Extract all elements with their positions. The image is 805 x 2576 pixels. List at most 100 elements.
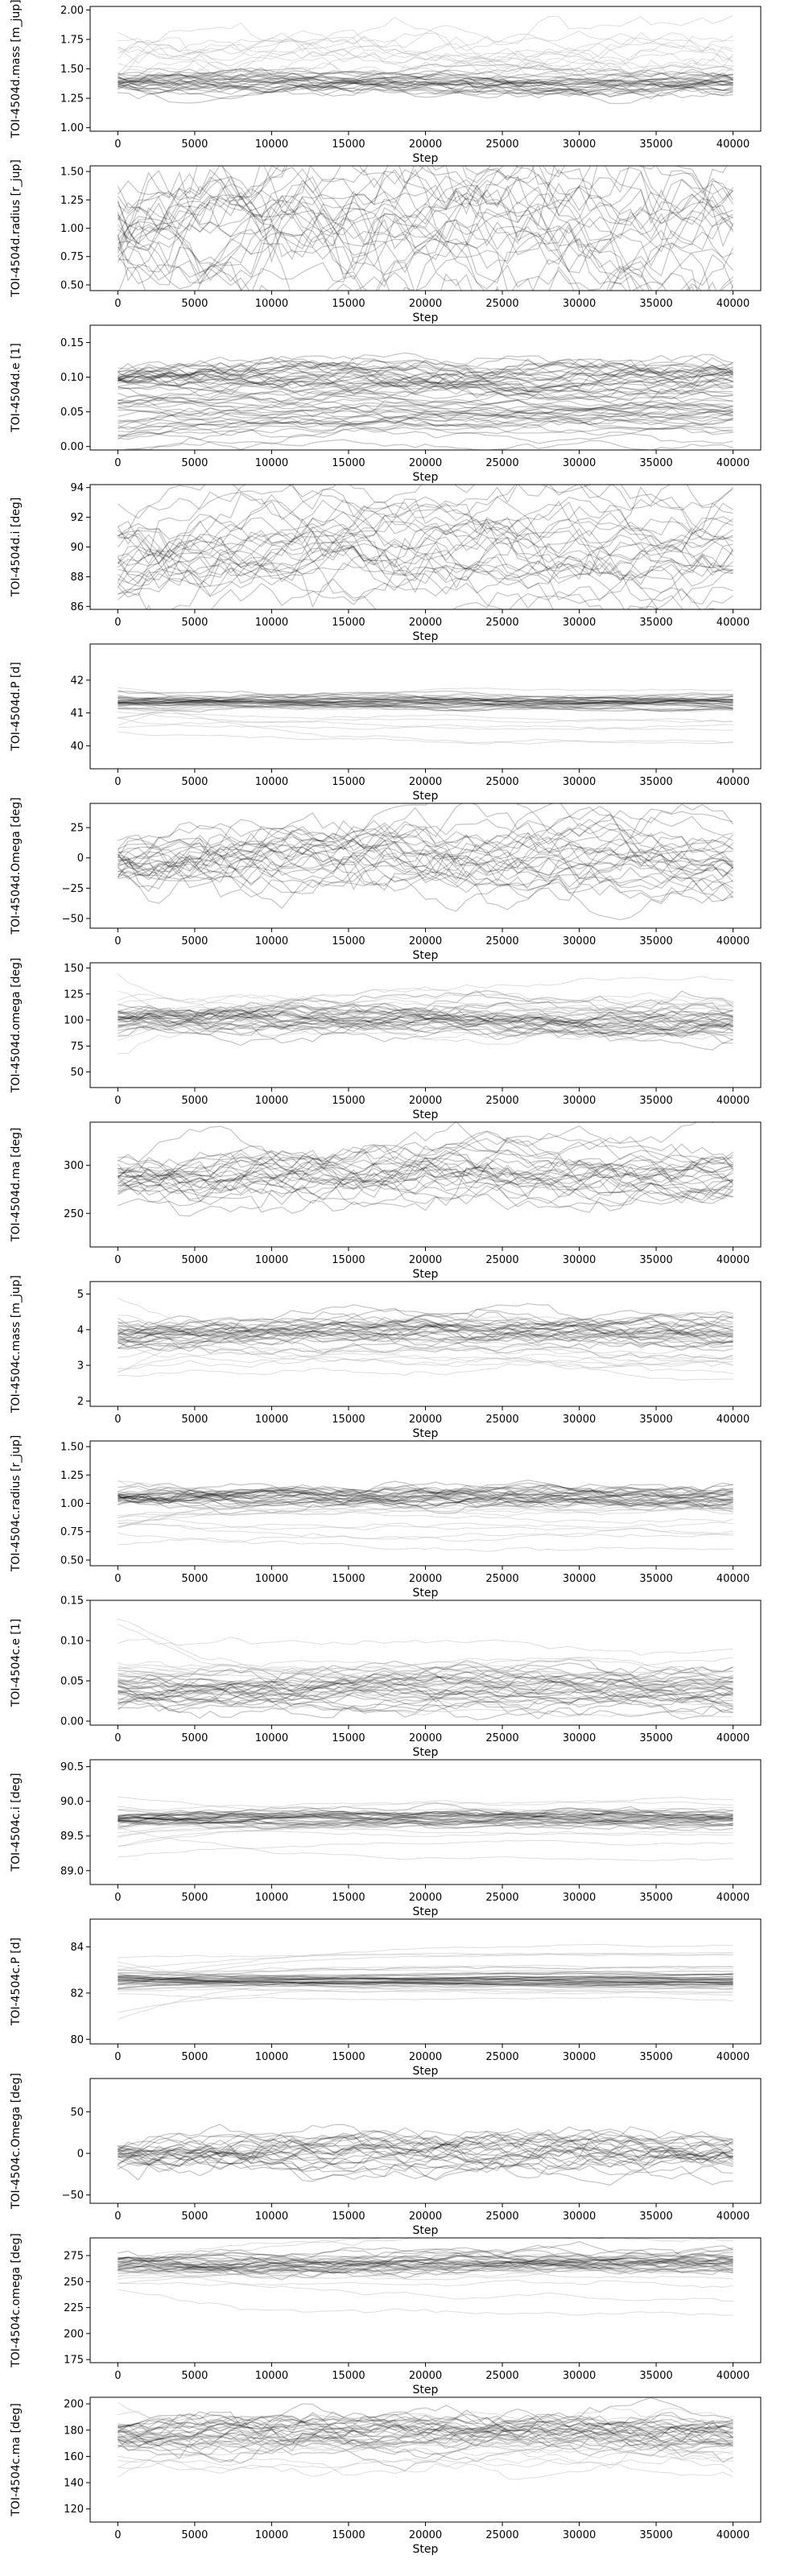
walker-trace: [118, 1684, 733, 1711]
walker-trace: [117, 820, 734, 890]
walker-trace: [118, 1483, 733, 1509]
walker-trace: [118, 1812, 733, 1823]
y-tick-label: 0.50: [60, 279, 84, 291]
walker-trace: [118, 1839, 733, 1858]
walker-trace: [118, 2265, 733, 2277]
walker-trace: [118, 1149, 733, 1201]
walker-trace: [118, 392, 733, 426]
walker-trace: [118, 2254, 733, 2275]
walker-trace: [118, 1968, 733, 1975]
trace-panel: 0.50 0.75 1.00 1.25 1.50 0 5000 10000 15000 20000…: [10, 1435, 762, 1600]
walker-trace: [118, 701, 733, 712]
walker-trace: [118, 1484, 733, 1507]
walker-trace: [118, 2264, 733, 2302]
walker-trace: [118, 1342, 733, 1370]
walker-trace: [118, 1003, 733, 1042]
x-tick-label: 30000: [563, 138, 596, 151]
y-tick-label: 0.05: [60, 1676, 84, 1688]
walker-trace: [118, 69, 733, 95]
y-axis-label: TOI-4504d.radius [r_jup]: [10, 159, 23, 298]
walker-trace: [118, 1005, 733, 1041]
walker-trace: [118, 1488, 733, 1507]
walker-trace: [118, 1330, 733, 1340]
y-axis-label: TOI-4504c.Omega [deg]: [10, 2073, 23, 2210]
x-tick-label: 15000: [332, 935, 365, 947]
y-tick-label: 41: [70, 708, 84, 720]
walker-trace: [118, 1977, 733, 1988]
y-tick-label: 90: [70, 542, 84, 554]
walker-trace: [118, 1331, 733, 1375]
x-tick-label: 25000: [485, 2529, 518, 2541]
walker-trace: [118, 844, 734, 921]
walker-trace: [118, 2151, 733, 2186]
trace-panel: 86 88 90 92 94 0 5000 10000 15000 20000 25000 30000…: [10, 482, 762, 643]
walker-trace: [118, 208, 691, 291]
walker-trace: [118, 803, 733, 889]
trace-panel: 0.00 0.05 0.10 0.15 0 5000 10000 15000 20000 2500…: [10, 1596, 762, 1759]
x-tick-label: 0: [114, 457, 121, 469]
x-tick-label: 5000: [181, 1414, 208, 1426]
y-tick-label: 250: [64, 1208, 84, 1220]
x-tick-label: 5000: [181, 617, 208, 629]
walker-trace: [118, 390, 733, 411]
walker-trace: [118, 2138, 733, 2182]
walker-trace: [118, 39, 733, 78]
walker-trace: [118, 1966, 733, 1986]
walker-trace: [118, 1988, 733, 1993]
walker-trace: [117, 2132, 733, 2168]
walker-trace: [118, 2265, 733, 2284]
y-tick-label: 0: [77, 852, 84, 865]
walker-trace: [118, 2432, 733, 2450]
walker-trace: [118, 2413, 733, 2446]
walker-trace: [118, 2133, 733, 2170]
walker-trace: [118, 696, 733, 744]
walker-trace: [118, 2417, 733, 2447]
walker-trace: [117, 166, 728, 290]
x-tick-label: 0: [114, 2051, 121, 2063]
y-tick-label: 4: [77, 1324, 84, 1336]
walker-trace: [118, 416, 733, 439]
walker-trace: [117, 234, 717, 291]
walker-trace: [118, 2129, 733, 2165]
walker-trace: [118, 1522, 733, 1535]
x-tick-label: 25000: [485, 298, 518, 310]
x-tick-label: 40000: [716, 1414, 749, 1426]
walker-trace: [118, 701, 733, 707]
walker-trace: [118, 399, 733, 414]
x-tick-label: 15000: [332, 1095, 365, 1107]
x-tick-label: 10000: [255, 457, 288, 469]
walker-trace: [118, 1159, 734, 1207]
walker-trace: [118, 697, 733, 707]
walker-trace: [118, 365, 733, 393]
walker-trace: [118, 2413, 733, 2442]
walker-trace: [118, 355, 733, 391]
walker-trace: [118, 1019, 733, 1039]
walker-trace: [118, 1686, 733, 1714]
walker-trace: [118, 818, 733, 884]
walker-trace: [118, 697, 733, 710]
x-tick-label: 35000: [639, 1095, 672, 1107]
x-tick-label: 0: [114, 617, 121, 629]
walker-trace: [118, 1313, 733, 1350]
walker-trace: [118, 1690, 733, 1719]
walker-trace: [118, 72, 733, 89]
walker-trace: [118, 1323, 733, 1346]
walker-trace: [117, 485, 734, 545]
y-tick-label: 86: [70, 601, 84, 613]
walker-trace: [118, 52, 733, 91]
y-tick-label: 1.25: [60, 1470, 84, 1482]
walker-trace: [118, 1518, 733, 1531]
walker-trace: [118, 72, 733, 93]
walker-trace: [118, 1811, 733, 1819]
walker-trace: [118, 1796, 733, 1818]
y-tick-label: 82: [70, 1988, 84, 2000]
walker-trace: [117, 1158, 733, 1186]
walker-trace: [118, 697, 733, 706]
walker-trace: [117, 840, 733, 881]
walker-trace: [118, 540, 683, 609]
walker-trace: [117, 518, 734, 584]
walker-trace: [118, 1487, 733, 1529]
walker-trace: [118, 690, 733, 702]
y-tick-label: 50: [70, 1067, 84, 1079]
